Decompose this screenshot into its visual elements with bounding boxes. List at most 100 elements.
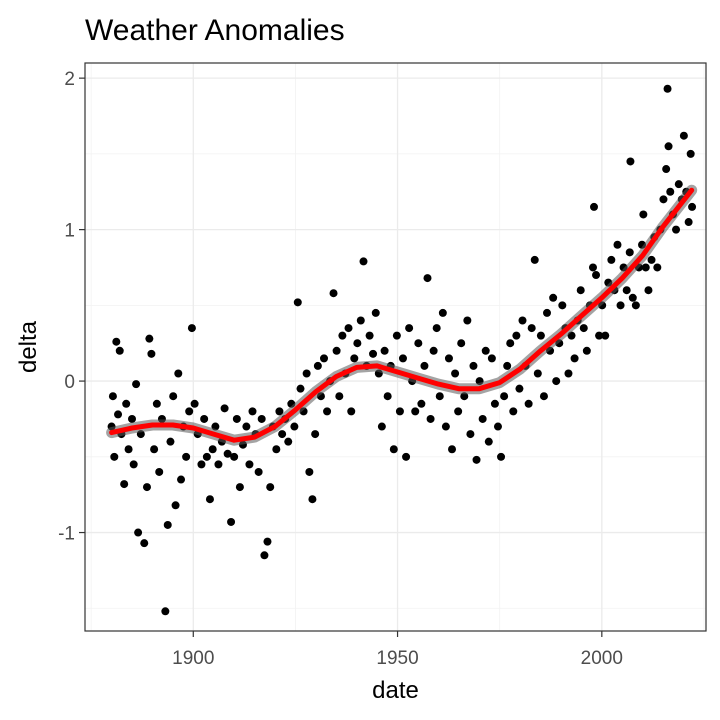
data-point [344,324,353,333]
data-point [472,455,481,464]
data-point [512,331,521,340]
data-point [323,407,332,416]
axis-ticks: 1900 1950 2000 -1 0 1 2 [58,69,623,669]
data-point [429,346,438,355]
data-point [108,392,117,401]
data-point [129,460,138,469]
data-point [438,308,447,317]
data-point [155,467,164,476]
data-point [405,324,414,333]
data-point [395,407,404,416]
data-point [171,501,180,510]
data-point [242,422,251,431]
data-point [329,289,338,298]
data-point [530,255,539,264]
data-point [140,539,149,548]
data-point [515,384,524,393]
data-point [145,334,154,343]
data-point [631,301,640,310]
data-point [662,165,671,174]
data-point [353,339,362,348]
data-point [338,331,347,340]
data-point [688,202,697,211]
data-point [644,286,653,295]
y-tick-label: 2 [64,69,75,90]
data-point [392,331,401,340]
data-point [478,414,487,423]
data-point [169,392,178,401]
plot-panel-border [84,62,707,632]
data-point [293,298,302,307]
data-point [124,445,133,454]
data-point [115,346,124,355]
data-point [174,369,183,378]
data-point [254,467,263,476]
data-point [187,324,196,333]
data-point [518,316,527,325]
data-point [380,346,389,355]
data-point [653,263,662,272]
data-point [533,369,542,378]
data-point [588,263,597,272]
data-point [208,445,217,454]
smooth-trend [106,184,698,446]
data-point [332,346,341,355]
data-point [356,316,365,325]
data-point [622,286,631,295]
data-point [371,308,380,317]
data-point [150,445,159,454]
data-point [481,346,490,355]
data-point [549,293,558,302]
data-point [552,377,561,386]
data-point [275,407,284,416]
data-point [197,460,206,469]
data-point [142,483,151,492]
data-point [369,349,378,358]
data-point [441,422,450,431]
data-point [641,263,650,272]
data-point [185,407,194,416]
data-point [122,399,131,408]
data-point [628,293,637,302]
data-point [311,430,320,439]
data-point [457,339,466,348]
data-point [672,225,681,234]
data-point [463,316,472,325]
data-point [493,422,502,431]
data-point [214,460,223,469]
data-point [539,392,548,401]
y-tick-label: -1 [58,524,75,545]
data-point [110,452,119,461]
data-point [664,142,673,151]
data-point [200,414,209,423]
data-point [220,404,229,413]
data-point [454,407,463,416]
y-axis-title: delta [15,320,42,373]
data-point [260,551,269,560]
data-point [398,354,407,363]
data-point [616,301,625,310]
data-point [674,180,683,189]
data-point [128,414,137,423]
data-point [536,331,545,340]
data-point [278,430,287,439]
data-point [420,361,429,370]
data-point [503,361,512,370]
data-points [107,84,697,616]
data-point [402,452,411,461]
smooth-line [109,187,695,443]
data-point [284,437,293,446]
data-point [647,255,656,264]
data-point [659,195,668,204]
chart-title: Weather Anomalies [85,14,345,47]
x-tick-label: 2000 [581,648,623,669]
data-point [613,240,622,249]
data-point [564,369,573,378]
data-point [272,445,281,454]
data-point [190,399,199,408]
data-point [639,210,648,219]
data-point [497,452,506,461]
data-point [590,202,599,211]
data-point [305,467,314,476]
